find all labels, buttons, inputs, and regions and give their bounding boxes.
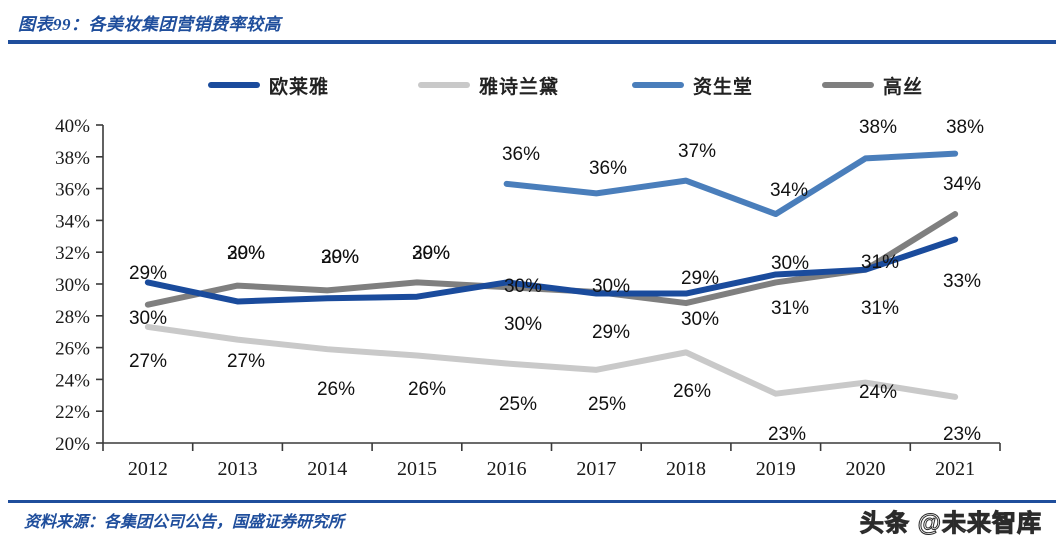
legend-item-kose[interactable]: 高丝 (822, 70, 923, 100)
legend-item-estee-lauder[interactable]: 雅诗兰黛 (418, 70, 559, 100)
legend-item-shiseido[interactable]: 资生堂 (632, 70, 753, 100)
data-label: 34% (770, 180, 808, 201)
figure-header: 图表99：各美妆集团营销费率较高 (0, 0, 1064, 46)
source-note: 资料来源：各集团公司公告，国盛证券研究所 (24, 514, 345, 531)
x-axis-tick-label: 2021 (935, 458, 975, 480)
data-label: 30% (681, 309, 719, 330)
data-label: 29% (681, 268, 719, 289)
page-title: 图表99：各美妆集团营销费率较高 (18, 15, 281, 34)
y-axis-tick-label: 26% (55, 339, 90, 360)
data-label: 30% (129, 308, 167, 329)
y-axis-tick-label: 32% (55, 243, 90, 264)
y-axis-tick-label: 38% (55, 148, 90, 169)
data-label: 27% (227, 351, 265, 372)
data-label: 36% (589, 158, 627, 179)
y-axis-tick-label: 30% (55, 275, 90, 296)
x-axis-tick-label: 2016 (487, 458, 527, 480)
data-label: 26% (317, 379, 355, 400)
y-axis-tick-label: 36% (55, 180, 90, 201)
legend-label: 欧莱雅 (269, 76, 330, 98)
data-label: 38% (946, 117, 984, 138)
watermark: 头条 @未来智库 (859, 510, 1042, 538)
legend-swatch-icon (418, 82, 470, 88)
x-axis-tick-label: 2013 (218, 458, 258, 480)
y-axis-tick-label: 24% (55, 370, 90, 391)
data-label: 33% (943, 271, 981, 292)
data-label: 31% (861, 252, 899, 273)
y-axis-tick-label: 40% (55, 116, 90, 137)
data-label: 30% (227, 243, 265, 264)
data-label: 26% (673, 381, 711, 402)
x-axis: 2012 2013 2014 2015 2016 2017 2018 2019 2020 2021 (102, 442, 1001, 480)
x-axis-tick-label: 2012 (128, 458, 168, 480)
series-line-0 (144, 236, 959, 305)
data-label: 30% (504, 314, 542, 335)
data-label: 30% (321, 247, 359, 268)
data-label: 31% (771, 298, 809, 319)
x-axis-tick-label: 2014 (307, 458, 347, 480)
data-label: 37% (678, 141, 716, 162)
data-label: 30% (592, 276, 630, 297)
x-axis-tick-label: 2020 (845, 458, 885, 480)
legend-swatch-icon (822, 82, 874, 88)
data-label: 30% (504, 276, 542, 297)
x-axis-tick-label: 2018 (666, 458, 706, 480)
series-line-1 (144, 323, 959, 400)
chart-legend: 欧莱雅 雅诗兰黛 资生堂 高丝 (0, 70, 1064, 110)
data-label: 30% (771, 253, 809, 274)
y-axis-tick-label: 34% (55, 211, 90, 232)
y-axis-tick-label: 28% (55, 307, 90, 328)
data-label: 24% (859, 382, 897, 403)
data-label: 30% (412, 243, 450, 264)
data-label: 26% (408, 379, 446, 400)
x-axis-tick-label: 2017 (576, 458, 616, 480)
data-label: 23% (943, 424, 981, 445)
legend-label: 雅诗兰黛 (479, 76, 560, 98)
data-label: 29% (321, 247, 359, 268)
legend-item-loreal[interactable]: 欧莱雅 (208, 70, 329, 100)
data-label: 36% (502, 144, 540, 165)
y-axis: 20% 22% 24% 26% 28% 30% 32% 34% 36% 38% 40% (55, 116, 104, 455)
y-axis-tick-label: 20% (55, 434, 90, 455)
data-label: 27% (129, 351, 167, 372)
footer-rule (8, 500, 1056, 503)
data-label: 23% (768, 424, 806, 445)
data-label: 29% (129, 263, 167, 284)
data-label: 34% (943, 174, 981, 195)
series-line-3 (144, 211, 959, 308)
data-label: 25% (588, 394, 626, 415)
legend-swatch-icon (632, 82, 684, 88)
header-rule (8, 40, 1056, 44)
data-label: 29% (592, 322, 630, 343)
x-axis-tick-label: 2015 (397, 458, 437, 480)
data-label: 38% (859, 117, 897, 138)
data-label: 31% (861, 298, 899, 319)
data-label: 29% (412, 243, 450, 264)
data-label: 25% (499, 394, 537, 415)
series-line-2 (503, 150, 959, 218)
x-axis-tick-label: 2019 (756, 458, 796, 480)
data-label: 29% (227, 243, 265, 264)
y-axis-tick-label: 22% (55, 402, 90, 423)
legend-label: 高丝 (883, 76, 924, 98)
legend-swatch-icon (208, 82, 260, 88)
legend-label: 资生堂 (693, 76, 754, 98)
